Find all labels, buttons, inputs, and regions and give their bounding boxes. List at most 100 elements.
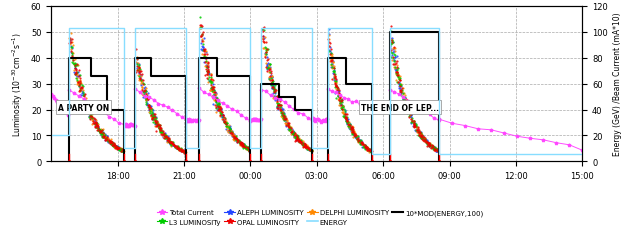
Point	[408, 122, 419, 125]
Point	[331, 83, 341, 87]
Point	[335, 100, 345, 104]
Point	[364, 150, 374, 154]
Point	[151, 119, 161, 123]
Point	[269, 88, 280, 91]
Point	[115, 147, 125, 151]
Point	[302, 147, 312, 151]
Point	[394, 81, 404, 84]
Point	[205, 88, 216, 92]
Point	[297, 140, 307, 144]
Point	[228, 134, 239, 138]
Point	[232, 139, 243, 143]
Point	[266, 82, 276, 86]
Point	[340, 116, 351, 120]
Point	[104, 140, 115, 144]
Point	[174, 147, 184, 151]
Point	[67, 61, 77, 65]
Point	[198, 43, 208, 46]
Point	[173, 148, 184, 151]
Point	[220, 121, 230, 125]
Point	[201, 67, 211, 71]
Point	[212, 105, 223, 108]
Point	[74, 90, 84, 94]
Point	[300, 144, 310, 147]
Point	[92, 126, 102, 130]
Point	[327, 67, 337, 71]
Point	[298, 143, 308, 147]
Point	[156, 131, 166, 134]
Point	[174, 148, 184, 152]
Point	[300, 142, 310, 146]
Point	[165, 142, 175, 145]
Point	[265, 63, 275, 67]
Point	[212, 109, 223, 112]
Point	[202, 70, 212, 74]
Point	[234, 140, 244, 144]
Point	[291, 138, 301, 142]
Point	[278, 110, 288, 114]
Point	[433, 149, 443, 153]
Point	[353, 137, 363, 140]
Point	[160, 135, 170, 139]
Point	[292, 137, 303, 141]
Point	[402, 106, 412, 109]
Point	[304, 147, 314, 151]
Point	[95, 131, 106, 134]
Point	[430, 147, 440, 151]
Point	[343, 122, 353, 126]
Point	[70, 69, 81, 73]
Point	[85, 108, 95, 112]
Point	[225, 129, 235, 133]
Point	[155, 123, 165, 127]
Point	[339, 114, 349, 118]
Point	[173, 147, 184, 150]
Point	[113, 146, 124, 149]
Point	[116, 149, 127, 153]
Point	[409, 126, 419, 129]
Point	[243, 147, 253, 151]
Point	[99, 135, 109, 139]
Point	[67, 41, 77, 45]
Point	[418, 136, 428, 140]
Point	[268, 95, 278, 99]
Point	[65, 48, 76, 52]
Point	[406, 118, 417, 121]
Point	[360, 146, 370, 150]
Point	[339, 112, 349, 116]
Point	[416, 135, 426, 139]
Point	[214, 103, 224, 107]
Point	[167, 143, 177, 146]
Point	[65, 39, 76, 43]
Point	[346, 127, 356, 131]
Point	[221, 124, 232, 128]
Point	[230, 135, 241, 139]
Point	[72, 63, 83, 66]
Point	[241, 146, 252, 150]
Point	[159, 136, 170, 140]
Point	[353, 140, 364, 144]
Point	[408, 120, 419, 124]
Point	[111, 146, 122, 150]
Point	[177, 148, 187, 152]
Point	[154, 124, 164, 128]
Point	[107, 142, 117, 145]
Point	[83, 108, 93, 112]
Point	[279, 116, 289, 120]
Point	[72, 70, 83, 74]
Point	[344, 124, 355, 128]
Point	[419, 137, 429, 141]
Point	[230, 137, 240, 140]
Point	[388, 46, 399, 50]
Point	[101, 136, 111, 140]
Point	[83, 105, 93, 109]
Point	[336, 98, 346, 102]
Point	[173, 146, 183, 150]
Point	[64, 37, 74, 40]
Point	[138, 93, 148, 96]
Point	[199, 53, 209, 56]
Point	[237, 142, 247, 145]
Point	[420, 137, 430, 141]
Point	[395, 79, 405, 82]
Point	[161, 134, 171, 138]
Point	[108, 144, 118, 148]
